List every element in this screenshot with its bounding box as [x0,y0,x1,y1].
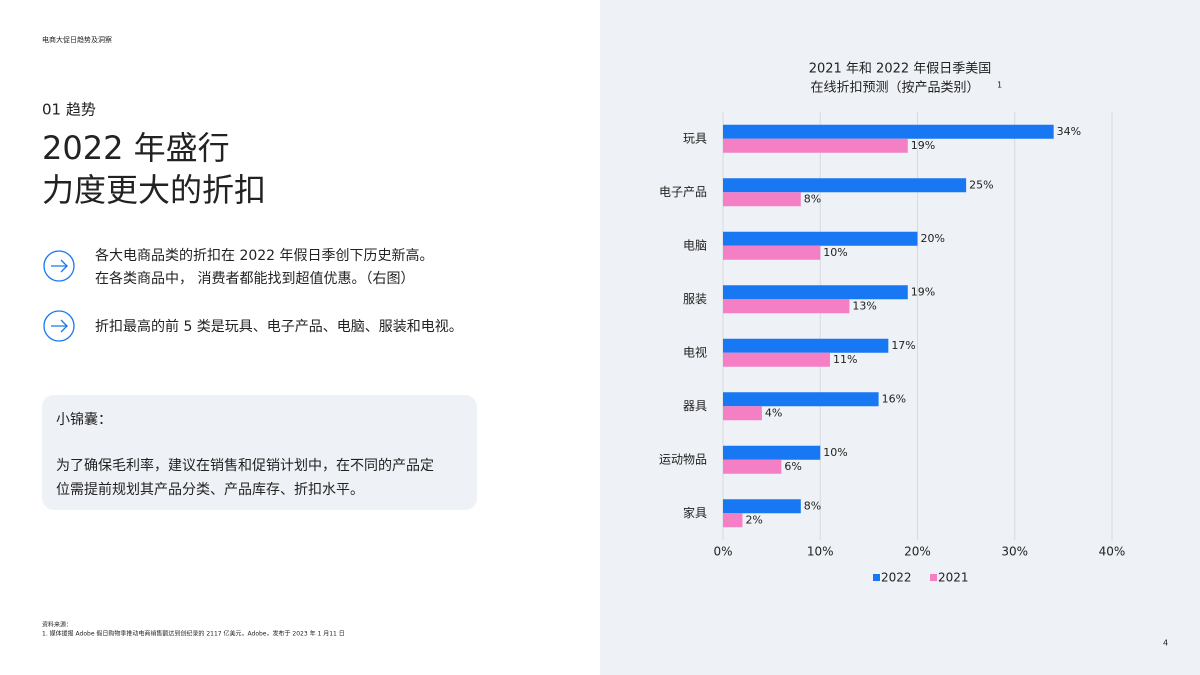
x-tick-label: 10% [807,545,834,559]
x-tick-label: 20% [904,545,931,559]
value-label: 13% [852,299,876,312]
section-label: 电商大促日趋势及洞察 [42,35,112,44]
value-label: 4% [765,406,782,419]
bar [723,231,918,246]
chart-title: 2021 年和 2022 年假日季美国 [809,62,992,77]
page-number: 4 [1163,639,1168,648]
bar [723,406,762,421]
bar [723,245,821,260]
legend-swatch [930,574,937,581]
bar [723,338,889,353]
value-label: 19% [911,139,935,152]
bar [723,124,1054,139]
value-label: 34% [1057,125,1081,138]
value-label: 10% [823,446,847,459]
value-label: 8% [804,499,821,512]
value-label: 10% [823,246,847,259]
y-tick-label: 电脑 [683,238,707,252]
bar [723,138,908,153]
value-label: 16% [882,392,906,405]
bar [723,513,743,528]
title-note: 1 [997,81,1002,90]
y-tick-label: 电视 [683,344,707,359]
bar [723,299,850,314]
tip-text: 位需提前规划其产品分类、产品库存、折扣水平。 [56,481,364,498]
y-tick-label: 家具 [683,505,707,520]
kicker: 01 趋势 [42,101,96,119]
y-tick-label: 电子产品 [659,185,707,199]
bar [723,352,830,367]
bullet-text: 各大电商品类的折扣在 2022 年假日季创下历史新高。 [95,247,434,264]
legend-label: 2021 [938,571,969,585]
tip-text: 为了确保毛利率，建议在销售和促销计划中，在不同的产品定 [56,457,434,474]
source: 1. 媒体援报 Adobe 假日购物季推动电商销售额达到创纪录的 2117 亿美… [42,630,345,638]
bullet-text: 折扣最高的前 5 类是玩具、电子产品、电脑、服装和电视。 [95,318,463,335]
value-label: 17% [891,339,915,352]
value-label: 6% [784,460,801,473]
bar [723,445,821,460]
bar [723,459,782,474]
bullet-icon [43,250,75,342]
bar [723,392,879,407]
bar [723,192,801,207]
y-tick-label: 玩具 [683,131,707,145]
title: 2022 年盛行 [42,129,230,167]
tip-box [42,395,477,510]
chart-title: 在线折扣预测（按产品类别） [810,81,979,96]
y-tick-label: 器具 [683,399,707,413]
bar [723,178,967,193]
value-label: 2% [745,513,762,526]
legend-swatch [873,574,880,581]
x-tick-label: 0% [713,545,732,559]
title: 力度更大的折扣 [42,171,266,209]
value-label: 25% [969,178,993,191]
x-tick-label: 40% [1099,545,1126,559]
value-label: 8% [804,192,821,205]
bullet-text: 在各类商品中， 消费者都能找到超值优惠。（右图） [95,271,414,287]
tip-heading: 小锦囊： [56,411,112,428]
legend-label: 2022 [881,571,912,585]
chart-panel [600,0,1200,675]
y-tick-label: 运动物品 [659,452,707,466]
x-tick-label: 30% [1001,545,1028,559]
value-label: 19% [911,285,935,298]
source: 资料来源： [42,621,72,629]
value-label: 20% [921,232,945,245]
bar [723,499,801,514]
y-tick-label: 服装 [683,292,707,306]
bar [723,285,908,300]
value-label: 11% [833,353,857,366]
